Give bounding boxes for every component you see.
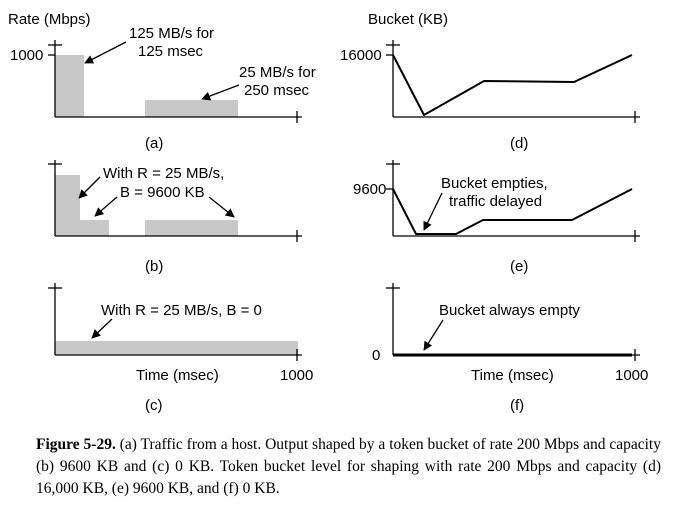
figure-number: Figure 5-29. [36, 436, 116, 453]
panel-b: With R = 25 MB/s, B = 9600 KB (b) [48, 160, 302, 275]
burst-annotation-line1: 125 MB/s for [129, 25, 214, 42]
arrow-to-low [94, 196, 118, 217]
token-bucket-figure: Rate (Mbps) 1000 125 MB/s for 125 msec 2… [8, 11, 648, 414]
sustained-bar [145, 220, 238, 236]
burst-arrow [84, 41, 127, 64]
annotation-arrow [91, 318, 113, 339]
panel-label-a: (a) [145, 135, 163, 152]
caption-text: (a) Traffic from a host. Output shaped b… [36, 436, 661, 497]
x-axis-label: Time (msec) [136, 367, 219, 384]
bucket-axis-label: Bucket (KB) [368, 11, 448, 28]
figure-caption: Figure 5-29. (a) Traffic from a host. Ou… [36, 434, 661, 500]
bucket-level-line [392, 188, 633, 235]
panel-label-d: (d) [510, 135, 528, 152]
x-tick-label: 1000 [280, 367, 313, 384]
params-annotation-line2: B = 9600 KB [120, 184, 205, 201]
sustained-annotation-line1: 25 MB/s for [239, 64, 316, 81]
y-tick-label: 1000 [10, 47, 43, 64]
panel-c: With R = 25 MB/s, B = 0 Time (msec) 1000… [48, 283, 313, 414]
annotation-arrow [423, 192, 443, 231]
x-tick-label: 1000 [615, 367, 648, 384]
panel-d: 16000 (d) [340, 40, 640, 152]
burst-bar-low [80, 220, 109, 236]
y-tick-label: 9600 [353, 181, 386, 198]
shaped-bar [55, 341, 298, 355]
panel-label-f: (f) [510, 397, 524, 414]
arrow-to-sustained [208, 196, 235, 218]
sustained-annotation-line2: 250 msec [244, 82, 310, 99]
x-axis-label: Time (msec) [471, 367, 554, 384]
empty-annotation-line1: Bucket empties, [441, 175, 548, 192]
sustained-bar [145, 100, 238, 117]
burst-bar [55, 55, 84, 117]
params-annotation: With R = 25 MB/s, B = 0 [101, 302, 262, 319]
params-annotation-line1: With R = 25 MB/s, [103, 165, 224, 182]
panel-e: 9600 Bucket empties, traffic delayed (e) [353, 160, 640, 275]
annotation-arrow [423, 319, 444, 351]
panel-label-e: (e) [510, 258, 528, 275]
arrow-to-burst [78, 176, 101, 199]
panel-a: 1000 125 MB/s for 125 msec 25 MB/s for 2… [10, 25, 316, 152]
rate-axis-label: Rate (Mbps) [8, 11, 91, 28]
burst-bar-high [55, 175, 80, 236]
panel-label-b: (b) [145, 258, 163, 275]
sustained-arrow [201, 84, 240, 101]
panel-label-c: (c) [145, 397, 163, 414]
y-tick-label: 16000 [340, 47, 382, 64]
bucket-level-line [392, 54, 633, 116]
empty-annotation: Bucket always empty [439, 302, 580, 319]
burst-annotation-line2: 125 msec [138, 43, 204, 60]
empty-annotation-line2: traffic delayed [449, 193, 542, 210]
y-tick-label: 0 [372, 347, 380, 364]
panel-f: 0 Bucket always empty Time (msec) 1000 (… [372, 283, 648, 414]
